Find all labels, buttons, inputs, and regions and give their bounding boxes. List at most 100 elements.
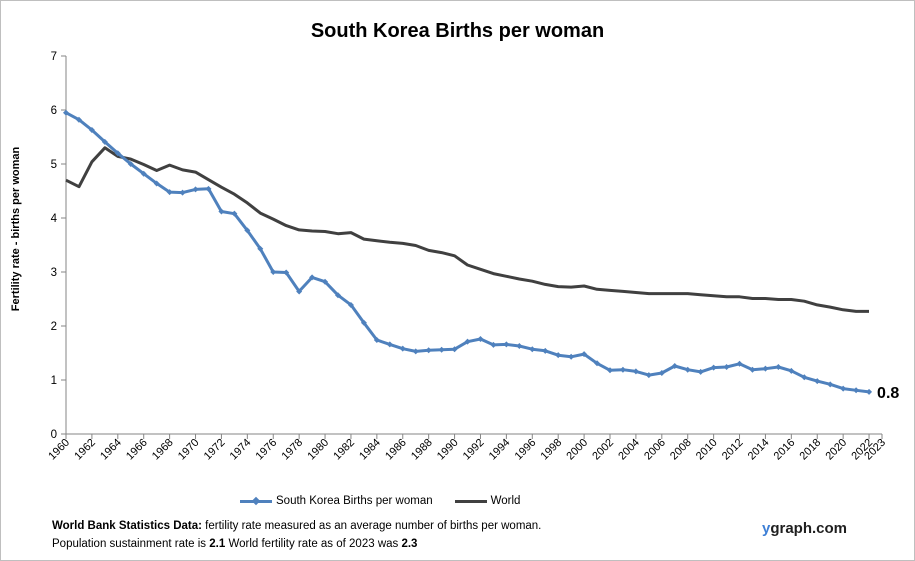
data-point-south-korea-births-per-woman (231, 210, 238, 217)
data-point-south-korea-births-per-woman (127, 161, 134, 167)
y-tick-label: 1 (51, 375, 57, 387)
data-point-south-korea-births-per-woman (490, 341, 497, 348)
x-tick-label: 1972 (202, 437, 228, 463)
data-point-south-korea-births-per-woman (347, 301, 354, 308)
footer-sustainment-value: 2.1 (209, 538, 226, 550)
footer-note: World Bank Statistics Data: fertility ra… (52, 517, 541, 553)
data-point-south-korea-births-per-woman (179, 189, 186, 196)
y-tick-label: 2 (51, 321, 57, 333)
data-point-south-korea-births-per-woman (658, 369, 665, 376)
data-point-south-korea-births-per-woman (451, 346, 458, 353)
data-point-south-korea-births-per-woman (360, 319, 367, 326)
footer-sustainment-text: Population sustainment rate is (52, 538, 210, 550)
data-point-south-korea-births-per-woman (335, 292, 341, 299)
data-point-south-korea-births-per-woman (542, 347, 549, 354)
x-tick-label: 1990 (435, 437, 461, 463)
legend-swatch-world (454, 496, 487, 506)
data-point-south-korea-births-per-woman (607, 367, 613, 374)
x-tick-label: 1982 (331, 437, 357, 463)
data-point-south-korea-births-per-woman (114, 150, 121, 157)
data-point-south-korea-births-per-woman (814, 378, 821, 385)
footer-line-2: Population sustainment rate is 2.1 World… (52, 535, 541, 553)
data-point-south-korea-births-per-woman (218, 208, 225, 215)
y-tick-label: 7 (51, 51, 57, 63)
x-tick-label: 1980 (305, 437, 331, 463)
data-point-south-korea-births-per-woman (153, 180, 160, 187)
x-tick-label: 1996 (513, 437, 539, 463)
chart-title: South Korea Births per woman (310, 20, 605, 42)
x-tick-label: 2000 (564, 437, 590, 463)
data-point-south-korea-births-per-woman (516, 342, 523, 349)
data-point-south-korea-births-per-woman (684, 366, 691, 373)
y-tick-label: 6 (51, 105, 57, 117)
data-point-south-korea-births-per-woman (309, 274, 316, 281)
x-tick-label: 1976 (254, 437, 280, 463)
data-point-south-korea-births-per-woman (503, 341, 510, 348)
data-point-south-korea-births-per-woman (840, 385, 847, 392)
x-tick-label: 1974 (228, 437, 254, 463)
brand-logo-text: graph.com (770, 520, 848, 537)
data-point-south-korea-births-per-woman (477, 335, 484, 342)
data-point-south-korea-births-per-woman (529, 346, 536, 353)
legend: South Korea Births per woman World (240, 495, 542, 507)
data-point-south-korea-births-per-woman (464, 338, 471, 345)
data-point-south-korea-births-per-woman (373, 337, 380, 344)
data-point-south-korea-births-per-woman (775, 364, 782, 371)
data-point-south-korea-births-per-woman (736, 360, 743, 367)
footer-world-rate-value: 2.3 (401, 538, 418, 550)
data-point-south-korea-births-per-woman (555, 352, 562, 359)
data-point-south-korea-births-per-woman (75, 116, 82, 123)
data-point-south-korea-births-per-woman (205, 185, 212, 192)
data-point-south-korea-births-per-woman (568, 353, 575, 360)
data-point-south-korea-births-per-woman (697, 368, 704, 375)
data-point-south-korea-births-per-woman (866, 388, 873, 395)
data-point-south-korea-births-per-woman (788, 367, 795, 374)
data-point-south-korea-births-per-woman (619, 366, 626, 373)
data-point-south-korea-births-per-woman (140, 170, 147, 177)
data-point-south-korea-births-per-woman (412, 348, 419, 355)
data-point-south-korea-births-per-woman (762, 365, 769, 372)
x-tick-label: 1984 (357, 437, 383, 463)
x-tick-label: 1968 (150, 437, 176, 463)
x-tick-label: 1986 (383, 437, 409, 463)
legend-label-world: World (490, 495, 521, 507)
data-point-south-korea-births-per-woman (101, 138, 108, 145)
data-point-south-korea-births-per-woman (438, 346, 445, 353)
data-point-south-korea-births-per-woman (853, 387, 860, 394)
x-tick-label: 2020 (823, 437, 849, 463)
y-tick-label: 5 (51, 159, 57, 171)
x-tick-label: 2014 (746, 437, 772, 463)
brand-logo[interactable]: ygraph.com (762, 520, 847, 537)
x-tick-label: 1962 (72, 437, 98, 463)
data-point-south-korea-births-per-woman (296, 288, 303, 295)
data-point-south-korea-births-per-woman (166, 189, 173, 196)
legend-label-south-korea: South Korea Births per woman (276, 495, 433, 507)
data-point-south-korea-births-per-woman (88, 126, 95, 133)
footer-line-1: World Bank Statistics Data: fertility ra… (52, 517, 541, 535)
data-point-south-korea-births-per-woman (723, 364, 730, 371)
legend-item-world: World (454, 495, 521, 507)
data-point-south-korea-births-per-woman (581, 351, 588, 358)
x-tick-label: 1998 (539, 437, 565, 463)
footer-source-label: World Bank Statistics Data: (52, 520, 202, 532)
x-tick-label: 2008 (668, 437, 694, 463)
data-point-south-korea-births-per-woman (645, 372, 652, 379)
x-tick-label: 1966 (124, 437, 150, 463)
data-point-south-korea-births-per-woman (63, 109, 69, 116)
data-point-south-korea-births-per-woman (632, 368, 639, 375)
x-tick-label: 1994 (487, 437, 513, 463)
x-tick-label: 2002 (590, 437, 616, 463)
x-tick-label: 1964 (98, 437, 124, 463)
data-point-south-korea-births-per-woman (244, 227, 251, 234)
x-tick-label: 2016 (772, 437, 798, 463)
data-point-south-korea-births-per-woman (801, 374, 808, 381)
data-point-south-korea-births-per-woman (322, 278, 329, 285)
data-point-south-korea-births-per-woman (192, 186, 199, 193)
data-point-south-korea-births-per-woman (710, 364, 717, 371)
x-tick-label: 1988 (409, 437, 435, 463)
data-point-south-korea-births-per-woman (671, 362, 678, 369)
data-point-south-korea-births-per-woman (594, 360, 601, 367)
data-point-south-korea-births-per-woman (386, 341, 393, 348)
y-tick-label: 4 (51, 213, 58, 225)
